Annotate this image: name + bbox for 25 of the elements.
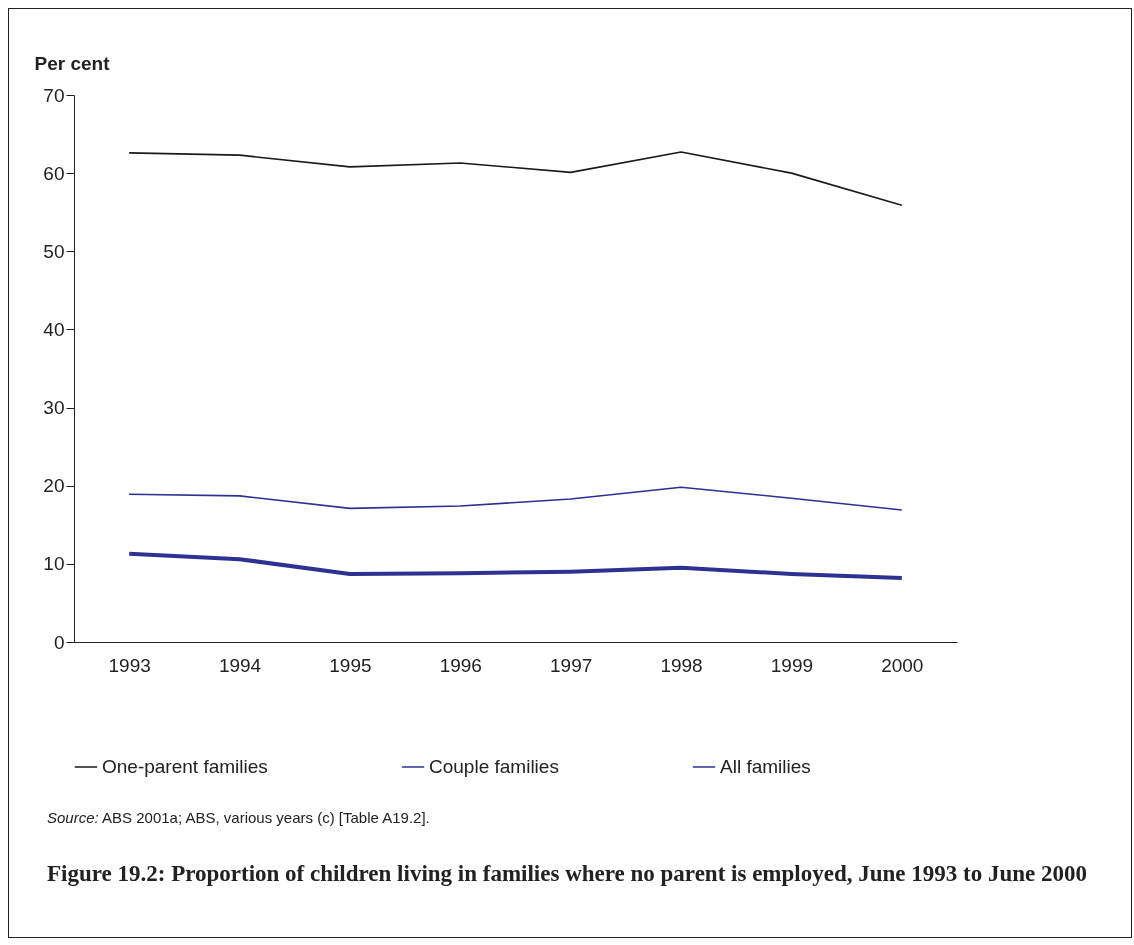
legend-label: Couple families xyxy=(429,756,559,777)
y-tick-label: 0 xyxy=(53,631,65,653)
line-series xyxy=(128,486,903,511)
x-tick-label: 1995 xyxy=(329,654,372,676)
y-tick-label: 60 xyxy=(43,162,65,184)
x-tick-label: 1996 xyxy=(439,654,482,676)
y-tick-label: 70 xyxy=(43,84,65,106)
y-tick-label: 20 xyxy=(43,475,65,497)
x-tick-label: 1997 xyxy=(550,654,593,676)
text: Figure 19.2: Proportion of children living in families where no parent is employed, June 1993 to June 2000 xyxy=(47,860,1088,888)
x-tick-label: 1999 xyxy=(770,654,814,676)
x-tick-label: 1994 xyxy=(218,654,262,676)
line-series xyxy=(127,551,904,580)
line-series xyxy=(128,151,903,206)
source-note: Source: ABS 2001a; ABS, various years (c) [Table A19.2]. xyxy=(47,809,430,826)
legend-label: One-parent families xyxy=(102,756,268,777)
y-axis-title: Per cent xyxy=(34,52,111,74)
x-tick-label: 2000 xyxy=(881,654,924,676)
y-tick-label: 30 xyxy=(43,397,65,419)
y-tick-label: 10 xyxy=(43,553,65,575)
legend-label: All families xyxy=(720,756,811,777)
y-tick-label: 50 xyxy=(43,240,65,262)
y-tick-label: 40 xyxy=(43,318,65,340)
x-tick-label: 1998 xyxy=(660,654,703,676)
x-tick-label: 1993 xyxy=(108,654,151,676)
